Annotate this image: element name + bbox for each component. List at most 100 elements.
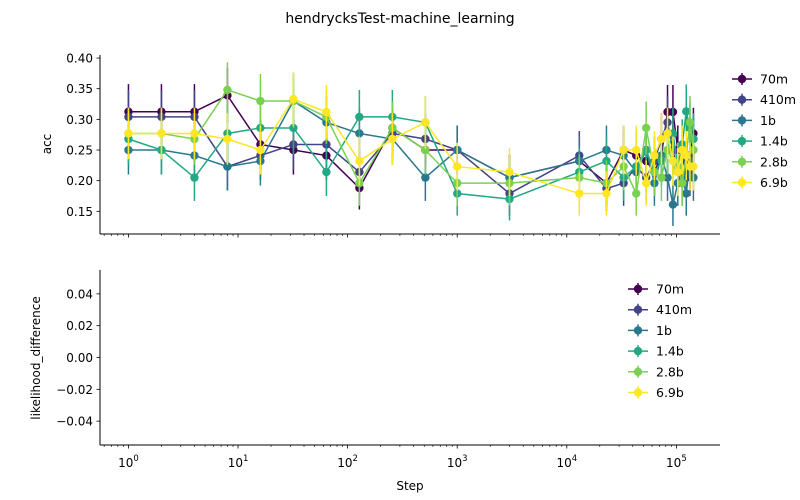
data-point — [223, 85, 232, 95]
data-point — [190, 129, 199, 138]
bottom-axes: 100 101 102 103 104 105 −0.04 −0.02 0.00 0.02 0.0… — [29, 270, 720, 493]
data-point — [663, 173, 672, 182]
bottom-legend-label: 6.9b — [656, 385, 684, 400]
bottom-y-tick-label: 0.00 — [66, 351, 93, 365]
bottom-legend-label: 1.4b — [656, 344, 684, 359]
series-1b — [124, 74, 698, 227]
bottom-y-tick-label: 0.04 — [66, 287, 93, 301]
data-point — [657, 173, 666, 182]
top-legend-label: 1.4b — [760, 134, 788, 149]
top-legend-label: 410m — [760, 92, 796, 107]
top-y-axis-label: acc — [40, 134, 54, 155]
data-point — [682, 189, 691, 198]
data-point — [632, 145, 641, 155]
bottom-legend-marker — [633, 305, 643, 314]
bottom-legend-label: 2.8b — [656, 364, 684, 379]
top-legend-marker — [737, 74, 747, 84]
x-tick-label: 102 — [337, 454, 358, 470]
x-tick-label: 105 — [666, 454, 687, 470]
data-point — [685, 118, 695, 127]
data-point — [619, 145, 628, 155]
data-point — [223, 134, 232, 144]
data-point — [256, 145, 265, 155]
data-point — [505, 167, 514, 177]
data-point — [124, 129, 133, 138]
data-point — [682, 107, 691, 116]
top-legend-label: 1b — [760, 113, 776, 128]
data-point — [421, 118, 430, 127]
data-point — [657, 134, 666, 144]
top-legend: 70m 410m 1b 1.4b 2.8b 6.9b — [732, 72, 796, 190]
series-6.9b — [124, 72, 698, 216]
data-point — [453, 162, 462, 171]
bottom-legend-marker — [633, 367, 643, 376]
top-y-tick-label: 0.40 — [66, 52, 93, 66]
bottom-y-ticks: −0.04 −0.02 0.00 0.02 0.04 — [56, 287, 100, 429]
top-x-ticks — [103, 234, 677, 238]
series-70m — [124, 67, 698, 210]
series-410m — [124, 89, 698, 216]
bottom-legend-marker — [633, 346, 643, 356]
data-point — [388, 134, 397, 144]
data-point — [668, 156, 678, 166]
top-y-tick-label: 0.25 — [66, 144, 93, 158]
top-y-tick-label: 0.35 — [66, 82, 93, 96]
data-point — [421, 173, 430, 182]
top-legend-marker — [737, 136, 747, 146]
x-tick-label: 101 — [228, 454, 249, 470]
data-point — [682, 151, 691, 160]
x-tick-label: 103 — [447, 454, 468, 470]
data-point — [223, 162, 232, 171]
series-2.8b — [124, 62, 698, 216]
bottom-legend: 70m 410m 1b 1.4b 2.8b 6.9b — [628, 282, 692, 400]
data-point — [663, 129, 672, 138]
data-point — [689, 162, 698, 171]
top-axes: 0.15 0.20 0.25 0.30 0.35 0.40 acc 70m 410m 1b 1.… — [40, 52, 796, 238]
series-1.4b — [124, 84, 698, 221]
data-point — [650, 151, 659, 160]
data-point — [322, 167, 331, 177]
bottom-legend-label: 70m — [656, 282, 684, 297]
top-legend-marker — [737, 178, 747, 187]
bottom-legend-marker — [633, 284, 643, 294]
data-point — [575, 189, 584, 198]
top-legend-label: 70m — [760, 72, 788, 87]
bottom-y-axis-label: likelihood_difference — [29, 296, 43, 419]
data-point — [641, 123, 651, 133]
data-point — [256, 96, 265, 106]
top-y-tick-label: 0.20 — [66, 174, 93, 188]
data-point — [157, 129, 166, 138]
x-tick-label: 100 — [118, 454, 139, 470]
data-point — [322, 107, 331, 117]
bottom-legend-marker — [633, 388, 643, 397]
top-y-tick-label: 0.15 — [66, 205, 93, 219]
top-y-ticks: 0.15 0.20 0.25 0.30 0.35 0.40 — [66, 52, 100, 219]
bottom-y-tick-label: −0.04 — [56, 415, 93, 429]
data-point — [190, 173, 199, 182]
data-point — [673, 167, 682, 177]
data-point — [289, 123, 298, 133]
top-legend-label: 6.9b — [760, 175, 788, 190]
data-point — [678, 178, 687, 188]
data-point — [421, 145, 430, 155]
top-legend-marker — [737, 116, 747, 125]
data-point — [355, 156, 364, 166]
bottom-y-tick-label: −0.02 — [56, 383, 93, 397]
data-point — [355, 112, 364, 122]
bottom-legend-marker — [633, 326, 643, 335]
x-tick-label: 104 — [556, 454, 577, 470]
data-point — [641, 178, 651, 188]
data-point — [289, 94, 298, 104]
bottom-y-tick-label: 0.02 — [66, 319, 93, 333]
bottom-x-ticks: 100 101 102 103 104 105 — [103, 445, 687, 470]
chart-title: hendrycksTest-machine_learning — [285, 11, 514, 27]
top-series-layer — [124, 62, 698, 227]
series-line-70m — [128, 94, 695, 190]
top-legend-marker — [737, 157, 747, 166]
top-legend-label: 2.8b — [760, 154, 788, 169]
top-legend-marker — [737, 95, 747, 104]
data-point — [632, 189, 641, 198]
top-y-tick-label: 0.30 — [66, 113, 93, 127]
x-axis-label: Step — [396, 479, 423, 493]
